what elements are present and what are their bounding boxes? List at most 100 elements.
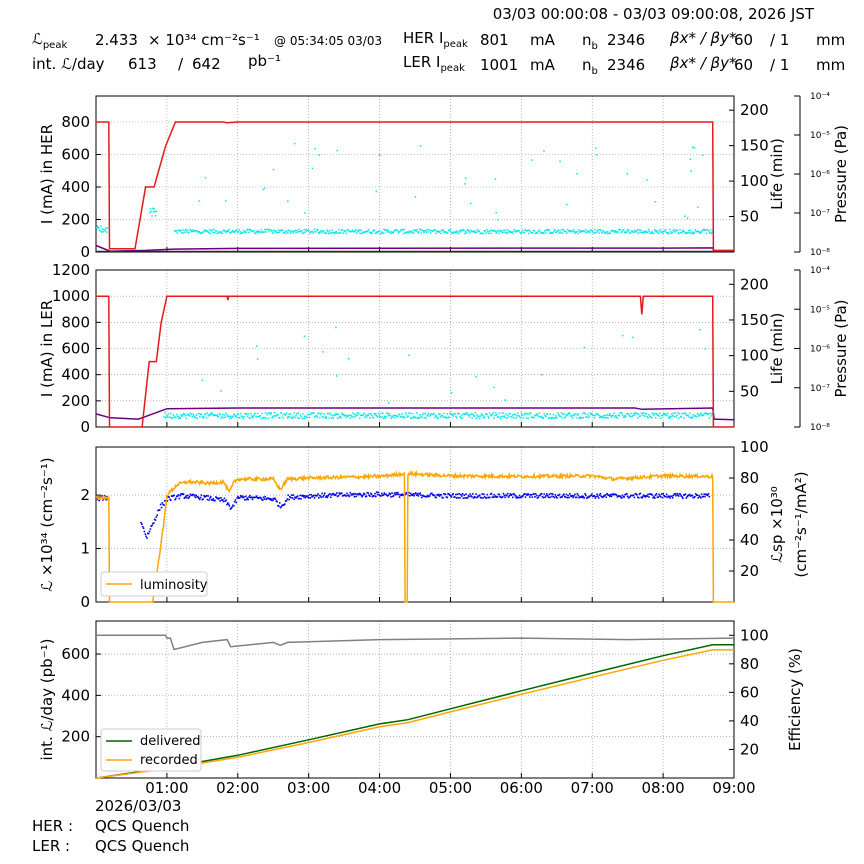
- life-point: [612, 230, 614, 232]
- lsp-point: [600, 495, 602, 497]
- lsp-point: [246, 497, 249, 499]
- life-point: [194, 416, 197, 419]
- life-point: [225, 412, 227, 414]
- lsp-point: [352, 494, 354, 496]
- life-point: [629, 232, 632, 234]
- lsp-point: [378, 494, 380, 496]
- life-point: [258, 231, 260, 233]
- life-point: [384, 229, 387, 231]
- lsp-point: [638, 493, 641, 495]
- life-point: [264, 187, 266, 190]
- life-point: [191, 231, 193, 233]
- lsp-point: [489, 496, 491, 499]
- lsp-point: [356, 493, 358, 495]
- lsp-point: [648, 493, 651, 495]
- life-point: [326, 229, 328, 231]
- life-point: [683, 231, 685, 233]
- life-point: [332, 417, 335, 419]
- life-point: [587, 416, 590, 419]
- life-point: [618, 414, 620, 417]
- life-point: [495, 232, 497, 234]
- life-point: [489, 229, 492, 232]
- lsp-point: [471, 496, 473, 498]
- lsp-point: [419, 492, 421, 494]
- life-point: [581, 416, 583, 419]
- y-tick-label: 1200: [52, 261, 90, 279]
- lsp-point: [242, 496, 244, 499]
- lsp-point: [593, 495, 596, 497]
- life-point: [296, 230, 298, 232]
- life-point: [552, 417, 554, 419]
- life-point: [302, 412, 304, 415]
- life-point: [309, 232, 311, 234]
- lsp-point: [288, 498, 290, 501]
- life-point: [402, 229, 404, 231]
- lsp-point: [387, 494, 390, 496]
- lsp-point: [304, 496, 306, 499]
- life-point: [216, 232, 218, 234]
- life-point: [362, 231, 364, 234]
- life-point: [470, 413, 472, 415]
- life-point: [518, 416, 521, 418]
- life-point: [211, 229, 213, 231]
- life-point: [329, 232, 332, 235]
- lsp-point: [176, 495, 179, 498]
- life-point: [542, 231, 544, 234]
- lsp-point: [104, 495, 107, 498]
- lsp-point: [225, 499, 227, 501]
- life-point: [257, 230, 259, 232]
- life-point: [584, 230, 586, 233]
- lsp-point: [209, 497, 211, 499]
- life-point: [652, 232, 654, 234]
- life-point: [396, 229, 398, 231]
- life-point: [497, 416, 500, 418]
- life-point: [564, 230, 566, 232]
- pressure-tick-label: 10⁻⁵: [810, 305, 830, 315]
- lsp-point: [232, 504, 234, 507]
- lsp-point: [392, 495, 394, 498]
- ler-peak-label: LER Ipeak: [403, 53, 465, 74]
- life-point: [432, 230, 435, 232]
- life-point: [540, 231, 543, 234]
- life-point: [589, 231, 591, 233]
- life-point: [442, 229, 445, 232]
- life-point: [555, 231, 558, 233]
- life-point: [490, 414, 493, 416]
- lsp-point: [480, 497, 483, 499]
- life-point: [625, 415, 627, 418]
- lsp-point: [214, 499, 216, 502]
- life-point: [504, 231, 507, 234]
- life-point: [392, 231, 395, 234]
- life-point: [424, 230, 426, 232]
- life-point: [470, 202, 472, 205]
- int-lum-label: int. ℒ/day: [32, 55, 105, 73]
- life-point: [432, 413, 434, 416]
- life-point: [673, 228, 675, 231]
- lsp-point: [377, 491, 380, 494]
- life-point: [599, 415, 602, 417]
- lsp-point: [161, 502, 164, 504]
- lsp-point: [270, 499, 272, 501]
- lsp-point: [412, 493, 414, 495]
- lsp-point: [249, 494, 251, 497]
- her-beta-unit: mm: [816, 31, 846, 49]
- life-point: [560, 232, 562, 234]
- lsp-point: [455, 493, 457, 496]
- life-point: [618, 228, 621, 231]
- life-point: [616, 231, 618, 234]
- lsp-point: [460, 495, 463, 497]
- life-point: [673, 415, 676, 418]
- life-point: [352, 230, 355, 233]
- life-point: [577, 232, 579, 235]
- life-point: [461, 417, 464, 420]
- lsp-point: [585, 494, 587, 497]
- lsp-point: [263, 498, 266, 500]
- lsp-point: [552, 495, 555, 498]
- life-point: [419, 414, 421, 416]
- life-point: [333, 232, 336, 235]
- life-point: [453, 231, 455, 234]
- life-point: [528, 413, 530, 415]
- lsp-point: [507, 496, 510, 499]
- life-point: [528, 229, 531, 231]
